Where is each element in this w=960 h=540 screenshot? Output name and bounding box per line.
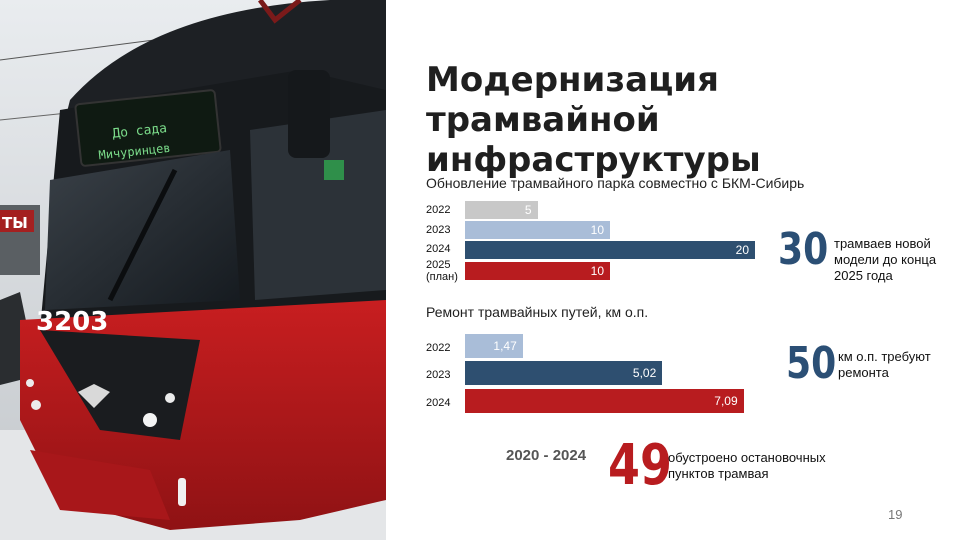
fleet-category-2024: 2024 xyxy=(426,243,451,255)
fleet-bar-label-2022: 5 xyxy=(524,203,532,217)
repair-stat-text-line2: ремонта xyxy=(838,365,889,380)
tracks-bar-2023: 5,02 xyxy=(465,361,663,385)
slide-title-line1: Модернизация трамвайной xyxy=(426,60,719,140)
page-number: 19 xyxy=(888,507,903,522)
fleet-bar-2023: 10 xyxy=(465,221,610,239)
fleet-bar-2022: 5 xyxy=(465,201,538,219)
trams-stat-text-line1: трамваев новой xyxy=(834,236,931,251)
trams-stat-text: трамваев новой модели до конца 2025 года xyxy=(834,236,936,284)
tracks-bar-2022: 1,47 xyxy=(465,334,523,358)
fleet-bar-2025-plan: 10 xyxy=(465,262,610,280)
destination-line1: До сада xyxy=(112,121,168,142)
repair-stat-text-line1: км о.п. требуют xyxy=(838,349,931,364)
shop-sign-text: ТЫ xyxy=(2,214,28,232)
tram-number: 3203 xyxy=(36,307,108,337)
tracks-category-2024: 2024 xyxy=(426,397,451,409)
fleet-bar-label-2024: 20 xyxy=(735,243,749,257)
fleet-bar-label-2025-plan: 10 xyxy=(590,264,604,278)
stops-stat-number: 49 xyxy=(608,433,672,498)
stops-stat-text-line2: пунктов трамвая xyxy=(668,466,769,481)
tracks-bar-2024: 7,09 xyxy=(465,389,744,413)
tracks-bar-label-2024: 7,09 xyxy=(714,394,738,408)
stops-stat-text: обустроено остановочных пунктов трамвая xyxy=(668,450,826,482)
slide-title: Модернизация трамвайной инфраструктуры xyxy=(426,60,946,180)
stops-period: 2020 - 2024 xyxy=(506,447,587,464)
tram-photo: ТЫ До сада Мичуринцев 3203 xyxy=(0,0,386,540)
chart-tracks-title: Ремонт трамвайных путей, км о.п. xyxy=(426,304,649,320)
fleet-bar-2024: 20 xyxy=(465,241,755,259)
tracks-bar-label-2022: 1,47 xyxy=(493,339,517,353)
chart-fleet-title: Обновление трамвайного парка совместно с… xyxy=(426,175,805,191)
repair-stat-number: 50 xyxy=(786,338,837,389)
tracks-bar-label-2023: 5,02 xyxy=(632,366,657,380)
trams-stat-text-line3: 2025 года xyxy=(834,268,893,283)
trams-stat-text-line2: модели до конца xyxy=(834,252,937,267)
tracks-category-2023: 2023 xyxy=(426,369,451,381)
tram-illustration: ТЫ До сада Мичуринцев 3203 xyxy=(0,0,386,540)
fleet-category-2022: 2022 xyxy=(426,204,451,216)
fleet-category-2025-plan: 2025 (план) xyxy=(426,259,458,283)
trams-stat-number: 30 xyxy=(778,224,829,275)
slide-title-line2: инфраструктуры xyxy=(426,140,761,180)
stops-stat-text-line1: обустроено остановочных xyxy=(668,450,826,465)
fleet-category-2023: 2023 xyxy=(426,224,451,236)
tracks-category-2022: 2022 xyxy=(426,342,451,354)
fleet-bar-label-2023: 10 xyxy=(590,223,604,237)
repair-stat-text: км о.п. требуют ремонта xyxy=(838,349,931,381)
